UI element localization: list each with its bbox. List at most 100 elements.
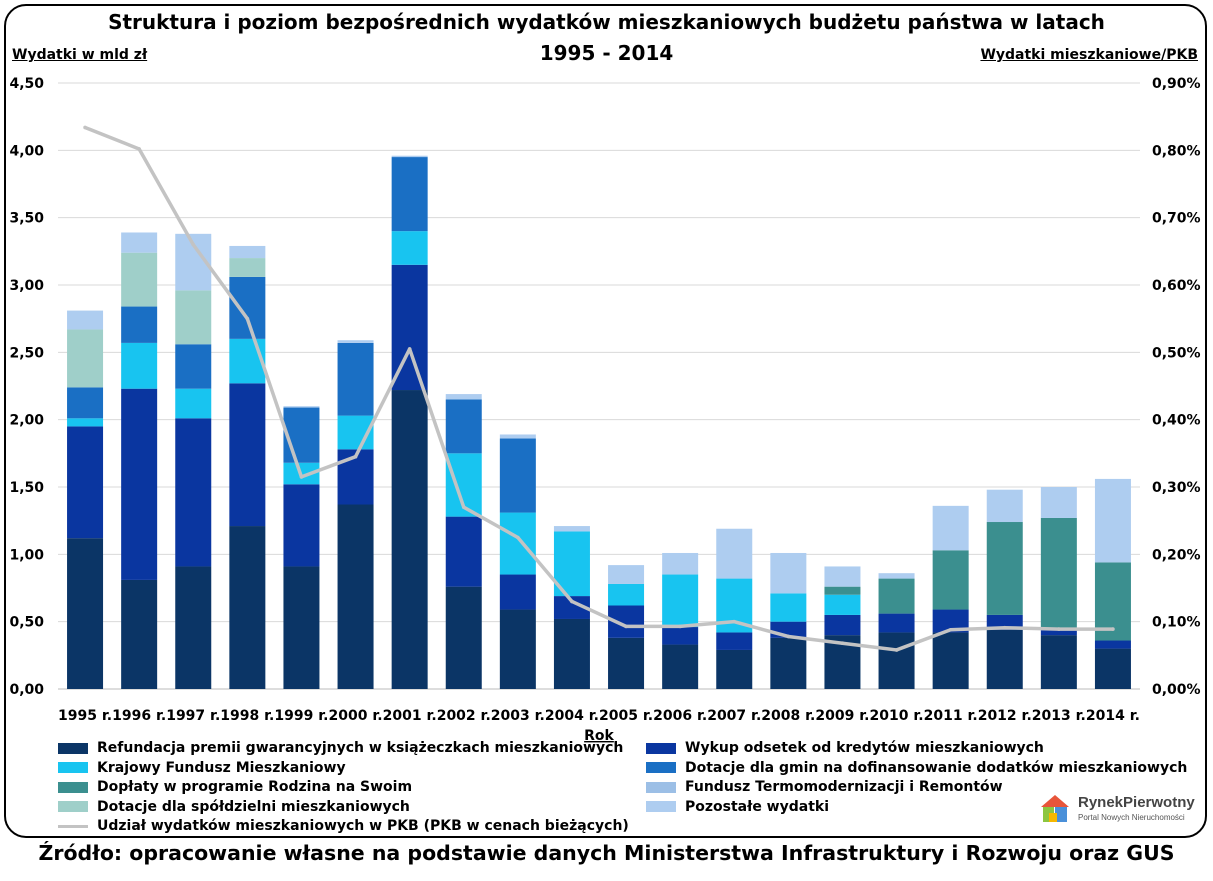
bar-segment bbox=[121, 342, 158, 389]
bar-segment bbox=[986, 489, 1023, 523]
bar-segment bbox=[1094, 648, 1131, 689]
bar-segment bbox=[662, 574, 699, 628]
gdp-share-point bbox=[1111, 627, 1115, 631]
bar-segment bbox=[553, 596, 590, 619]
bar-segment bbox=[932, 505, 969, 551]
bar-segment bbox=[445, 586, 482, 689]
legend-swatch bbox=[646, 742, 676, 754]
bar-segment bbox=[229, 258, 266, 277]
x-tick-label: 2009 r. bbox=[815, 708, 869, 724]
y2-tick-label: 0,70% bbox=[1152, 211, 1201, 227]
bar-segment bbox=[662, 644, 699, 689]
bar-segment bbox=[553, 618, 590, 689]
x-tick-label: 2011 r. bbox=[924, 708, 978, 724]
legend-item: Krajowy Fundusz Mieszkaniowy bbox=[58, 760, 346, 776]
legend-swatch bbox=[58, 762, 88, 773]
y-tick-label: 3,00 bbox=[9, 278, 44, 294]
gdp-share-point bbox=[516, 535, 520, 540]
gdp-share-point bbox=[353, 454, 358, 459]
legend-swatch bbox=[58, 824, 88, 828]
x-tick-label: 2014 r. bbox=[1086, 708, 1140, 724]
legend-item: Udział wydatków mieszkaniowych w PKB (PK… bbox=[58, 818, 629, 834]
chart-title: Struktura i poziom bezpośrednich wydatkó… bbox=[108, 10, 1105, 34]
y2-tick-label: 0,10% bbox=[1152, 615, 1201, 631]
y-tick-label: 4,00 bbox=[9, 143, 44, 159]
bar-segment bbox=[67, 426, 104, 539]
bar-segment bbox=[878, 613, 915, 633]
bar-segment bbox=[608, 583, 645, 606]
bar-segment bbox=[337, 342, 374, 416]
x-tick-label: 1998 r. bbox=[220, 708, 274, 724]
y2-tick-label: 0,40% bbox=[1152, 413, 1201, 429]
gdp-share-point bbox=[570, 599, 574, 604]
gdp-share-point bbox=[83, 125, 87, 130]
y2-tick-label: 0,60% bbox=[1152, 278, 1201, 294]
bar-segment bbox=[932, 609, 969, 633]
x-tick-label: 2004 r. bbox=[545, 708, 599, 724]
bar-segment bbox=[121, 579, 158, 689]
y2-tick-label: 0,90% bbox=[1152, 76, 1201, 92]
gdp-share-point bbox=[840, 641, 845, 646]
bar-segment bbox=[824, 586, 861, 595]
bar-segment bbox=[283, 484, 320, 567]
bar-segment bbox=[662, 552, 699, 575]
bar-segment bbox=[121, 388, 158, 580]
x-tick-label: 1995 r. bbox=[58, 708, 112, 724]
bar-segment bbox=[986, 629, 1023, 689]
gdp-share-point bbox=[624, 624, 628, 629]
legend-swatch bbox=[646, 762, 676, 773]
y-tick-label: 0,50 bbox=[9, 615, 44, 631]
legend-label: Udział wydatków mieszkaniowych w PKB (PK… bbox=[97, 818, 629, 834]
bar-segment bbox=[445, 394, 482, 400]
x-tick-label: 2013 r. bbox=[1032, 708, 1086, 724]
bar-segment bbox=[878, 578, 915, 614]
bar-segment bbox=[67, 329, 104, 388]
gdp-share-point bbox=[1057, 627, 1061, 631]
bar-segment bbox=[229, 276, 266, 339]
bar-segment bbox=[824, 594, 861, 615]
source-note: Źródło: opracowanie własne na podstawie … bbox=[38, 841, 1175, 865]
bar-segment bbox=[499, 574, 536, 610]
x-tick-label: 2003 r. bbox=[491, 708, 545, 724]
x-tick-label: 2010 r. bbox=[870, 708, 924, 724]
x-tick-label: 2007 r. bbox=[707, 708, 761, 724]
legend-label: Dotacje dla gmin na dofinansowanie dodat… bbox=[685, 759, 1188, 776]
bar-segment bbox=[608, 637, 645, 689]
legend-item: Fundusz Termomodernizacji i Remontów bbox=[646, 779, 1003, 795]
bar-segment bbox=[716, 649, 753, 689]
bar-segment bbox=[932, 550, 969, 610]
bar-segment bbox=[391, 390, 428, 689]
y2-tick-label: 0,80% bbox=[1152, 143, 1201, 159]
y2-tick-label: 0,00% bbox=[1152, 682, 1201, 698]
bar-segment bbox=[445, 516, 482, 587]
chart-title-years: 1995 - 2014 bbox=[539, 41, 674, 65]
bar-segment bbox=[229, 383, 266, 527]
x-tick-label: 2005 r. bbox=[599, 708, 653, 724]
legend-item: Dotacje dla spółdzielni mieszkaniowych bbox=[58, 799, 410, 815]
bar-segment bbox=[716, 528, 753, 579]
x-tick-label: 1996 r. bbox=[112, 708, 166, 724]
bar-segment bbox=[67, 387, 104, 419]
gdp-share-point bbox=[948, 627, 953, 632]
bar-segment bbox=[499, 512, 536, 575]
bar-segment bbox=[445, 399, 482, 454]
bar-segment bbox=[67, 538, 104, 689]
x-axis-title: Rok bbox=[584, 728, 614, 744]
bar-segment bbox=[337, 340, 374, 343]
bar-segment bbox=[932, 632, 969, 689]
bar-segment bbox=[662, 627, 699, 645]
gdp-share-point bbox=[245, 316, 250, 321]
bar-segment bbox=[986, 614, 1023, 630]
x-tick-label: 2008 r. bbox=[761, 708, 815, 724]
gdp-share-point bbox=[299, 475, 304, 479]
gdp-share-line bbox=[84, 125, 1113, 652]
bar-segment bbox=[121, 232, 158, 253]
bar-segment bbox=[824, 614, 861, 636]
y2-tick-label: 0,20% bbox=[1152, 547, 1201, 563]
legend-item: Dopłaty w programie Rodzina na Swoim bbox=[58, 779, 412, 795]
gdp-share-point bbox=[678, 624, 682, 629]
legend-swatch bbox=[58, 742, 88, 754]
y-tick-label: 2,50 bbox=[9, 345, 44, 361]
bar-segment bbox=[283, 566, 320, 689]
